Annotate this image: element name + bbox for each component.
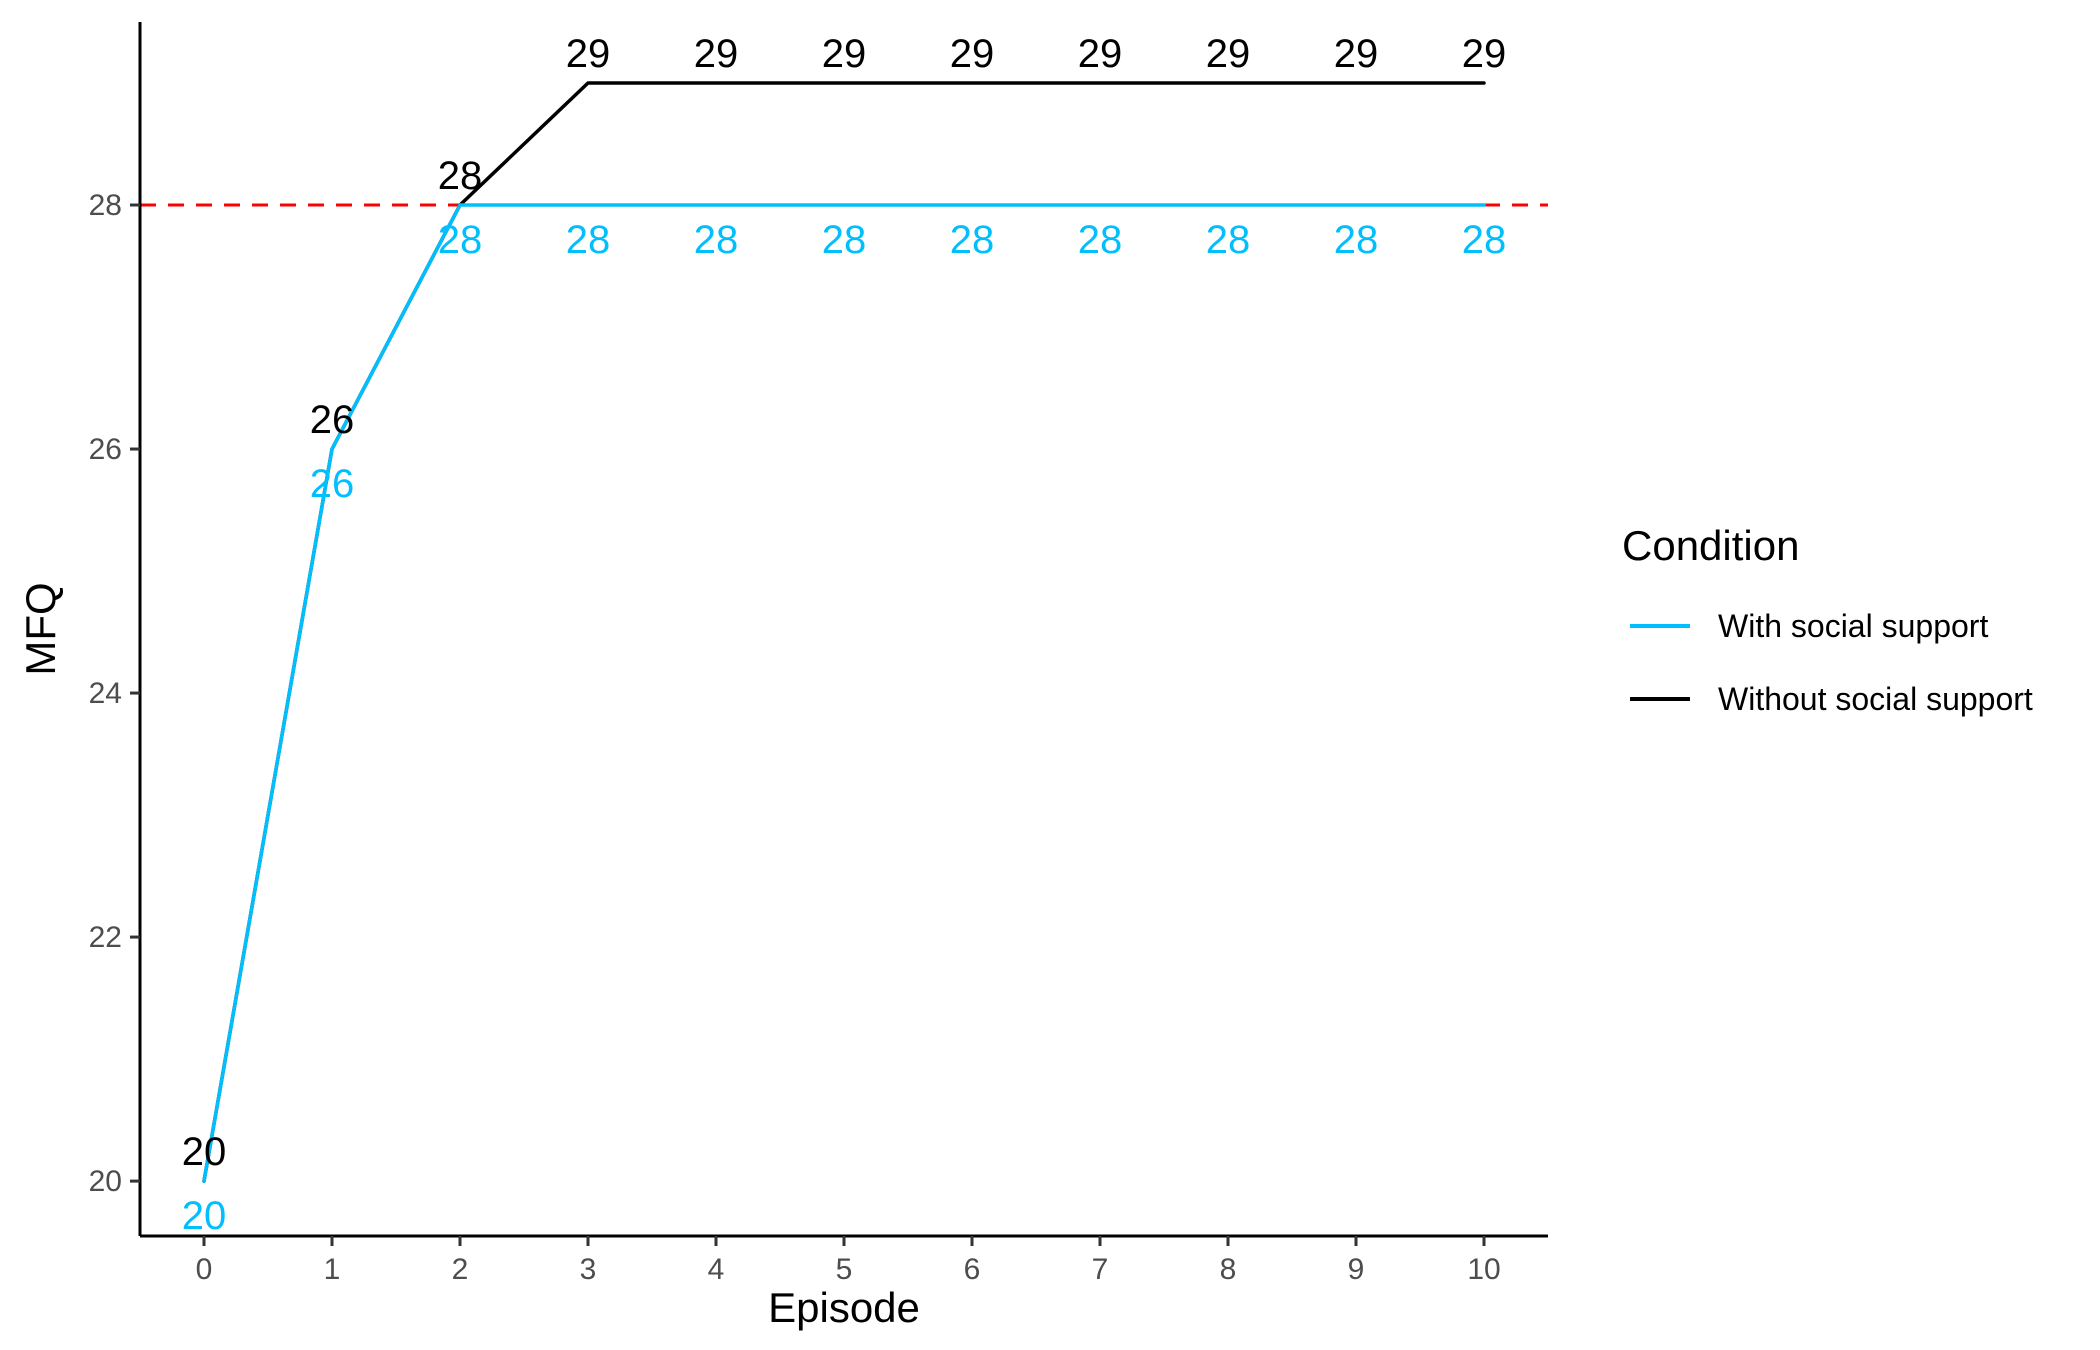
x-tick-label: 8 (1220, 1253, 1237, 1286)
x-tick-label: 9 (1348, 1253, 1365, 1286)
data-label-with-social-support: 28 (1078, 218, 1123, 262)
x-tick-label: 1 (324, 1253, 341, 1286)
y-axis-title: MFQ (17, 582, 64, 675)
y-axis-ticks: 20 22 24 26 28 (89, 189, 140, 1198)
x-tick-label: 7 (1092, 1253, 1109, 1286)
data-label-without-social-support: 29 (950, 32, 995, 76)
data-label-with-social-support: 28 (566, 218, 611, 262)
legend-items: With social support Without social suppor… (1630, 608, 2033, 717)
x-tick-label: 2 (452, 1253, 469, 1286)
data-label-with-social-support: 28 (438, 218, 483, 262)
legend-label-with-social-support: With social support (1718, 608, 1988, 644)
data-label-with-social-support: 28 (1206, 218, 1251, 262)
axes: 0 1 2 3 4 5 6 7 8 9 10 20 22 24 26 28 (89, 22, 1548, 1286)
y-tick-label: 24 (89, 677, 122, 710)
x-axis-ticks: 0 1 2 3 4 5 6 7 8 9 10 (196, 1236, 1501, 1286)
x-tick-label: 3 (580, 1253, 597, 1286)
x-tick-label: 10 (1467, 1253, 1500, 1286)
x-tick-label: 6 (964, 1253, 981, 1286)
x-axis-title: Episode (768, 1284, 920, 1331)
x-tick-label: 4 (708, 1253, 725, 1286)
data-label-without-social-support: 29 (1206, 32, 1251, 76)
y-tick-label: 22 (89, 921, 122, 954)
y-tick-label: 26 (89, 433, 122, 466)
data-label-with-social-support: 28 (1334, 218, 1379, 262)
data-label-without-social-support: 29 (1334, 32, 1379, 76)
data-label-with-social-support: 28 (694, 218, 739, 262)
data-label-without-social-support: 28 (438, 154, 483, 198)
series-line-with-social-support (202, 203, 1486, 1183)
data-label-without-social-support: 29 (694, 32, 739, 76)
data-label-layer: 20 26 28 28 28 28 28 28 28 28 28 20 26 28 29 29 29 29 29 29… (182, 32, 1507, 1238)
series-layer (202, 81, 1486, 1183)
data-label-with-social-support: 28 (950, 218, 995, 262)
data-label-with-social-support: 28 (1462, 218, 1507, 262)
data-label-without-social-support: 29 (822, 32, 867, 76)
data-label-without-social-support: 29 (566, 32, 611, 76)
data-label-without-social-support: 26 (310, 398, 355, 442)
data-label-without-social-support: 29 (1462, 32, 1507, 76)
data-label-without-social-support: 29 (1078, 32, 1123, 76)
x-tick-label: 0 (196, 1253, 213, 1286)
data-label-with-social-support: 28 (822, 218, 867, 262)
data-label-without-social-support: 20 (182, 1130, 227, 1174)
data-label-with-social-support: 20 (182, 1194, 227, 1238)
legend: Condition With social support Without soc… (1622, 522, 2033, 717)
x-tick-label: 5 (836, 1253, 853, 1286)
y-tick-label: 20 (89, 1165, 122, 1198)
legend-label-without-social-support: Without social support (1718, 681, 2033, 717)
data-label-with-social-support: 26 (310, 462, 355, 506)
legend-title: Condition (1622, 522, 1799, 569)
plot-panel: 20 26 28 28 28 28 28 28 28 28 28 20 26 28 29 29 29 29 29 29… (140, 32, 1548, 1238)
y-tick-label: 28 (89, 189, 122, 222)
